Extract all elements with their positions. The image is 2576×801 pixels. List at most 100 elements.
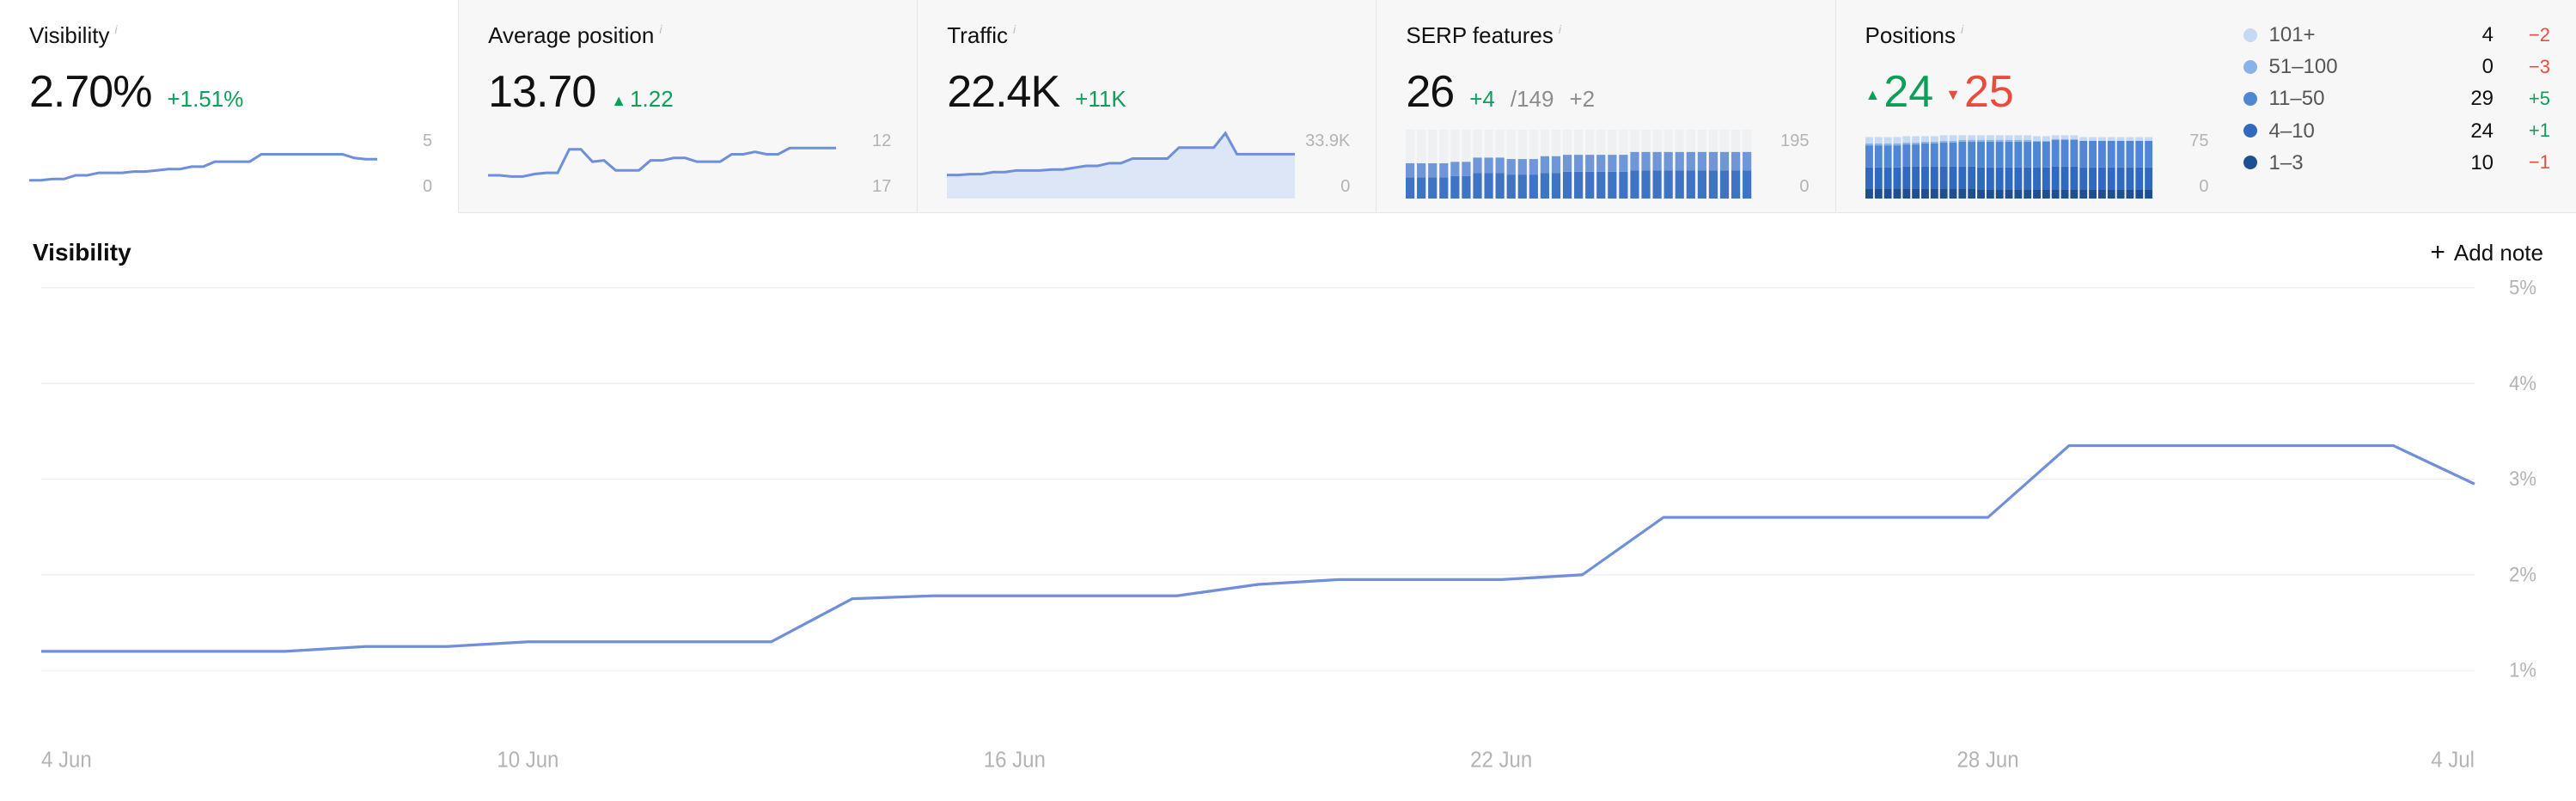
card-delta: 1.22 [611, 86, 673, 113]
chart-body: 1%2%3%4%5%4 Jun10 Jun16 Jun22 Jun28 Jun4… [33, 278, 2543, 784]
legend-dot-icon [2243, 60, 2257, 74]
spark-axis-top: 5 [423, 131, 432, 151]
info-icon[interactable]: i [1961, 22, 1963, 36]
info-icon[interactable]: i [114, 22, 117, 36]
svg-text:1%: 1% [2509, 658, 2536, 682]
legend-range: 1–3 [2269, 147, 2439, 179]
card-value: 26 [1406, 66, 1454, 118]
info-icon[interactable]: i [659, 22, 662, 36]
legend-delta: +5 [2506, 84, 2550, 113]
card-title: Traffic i [947, 22, 1350, 49]
plus-icon: + [2430, 240, 2445, 266]
svg-text:10 Jun: 10 Jun [497, 747, 559, 772]
card-value: 22.4K [947, 66, 1059, 118]
legend-dot-icon [2243, 28, 2257, 42]
card-value-row: 13.70 1.22 [488, 66, 891, 118]
spark-axis-bottom: 0 [1799, 177, 1809, 197]
legend-delta: −3 [2506, 52, 2550, 82]
card-positions[interactable]: Positions i 24 25 75 0 10 [1836, 0, 2576, 213]
svg-text:5%: 5% [2509, 278, 2536, 299]
card-title: SERP features i [1406, 22, 1809, 49]
card-value: 2.70% [29, 66, 151, 118]
chart-header: Visibility + Add note [33, 239, 2543, 266]
svg-text:4 Jul: 4 Jul [2431, 747, 2475, 772]
card-title-text: Positions [1865, 22, 1956, 49]
card-title-text: Visibility [29, 22, 109, 49]
spark-axis-top: 75 [2189, 131, 2208, 151]
card-delta-primary: +4 [1469, 86, 1495, 113]
chart-title: Visibility [33, 239, 131, 266]
legend-count: 4 [2451, 19, 2494, 51]
legend-dot-icon [2243, 124, 2257, 138]
legend-delta: +1 [2506, 116, 2550, 145]
metric-cards-row: Visibility i 2.70% +1.51% 5 0 Average po… [0, 0, 2576, 213]
positions-body: Positions i 24 25 75 0 10 [1865, 22, 2551, 199]
card-delta: +1.51% [167, 86, 243, 113]
positions-legend-row[interactable]: 101+ 4 −2 [2243, 19, 2551, 51]
card-value-row: 26 +4 /149 +2 [1406, 66, 1809, 118]
sparkline-visibility [29, 130, 377, 199]
add-note-label: Add note [2454, 240, 2543, 266]
spark-axis-bottom: 0 [423, 177, 432, 197]
sparkline-axis: 12 17 [843, 130, 891, 199]
sparkline-avg-position [488, 130, 836, 199]
card-title-text: Traffic [947, 22, 1008, 49]
triangle-up-icon [611, 92, 626, 110]
positions-value-row: 24 25 [1865, 66, 2209, 118]
sparkline-wrap: 5 0 [29, 130, 432, 199]
legend-delta: −1 [2506, 148, 2550, 177]
legend-count: 0 [2451, 51, 2494, 83]
card-visibility[interactable]: Visibility i 2.70% +1.51% 5 0 [0, 0, 459, 213]
spark-axis-top: 195 [1780, 131, 1809, 151]
dashboard: Visibility i 2.70% +1.51% 5 0 Average po… [0, 0, 2576, 801]
legend-dot-icon [2243, 92, 2257, 106]
sparkline-wrap: 12 17 [488, 130, 891, 199]
info-icon[interactable]: i [1013, 22, 1016, 36]
sparkline-wrap: 33.9K 0 [947, 130, 1350, 199]
svg-text:4%: 4% [2509, 371, 2536, 394]
card-title: Positions i [1865, 22, 2209, 49]
card-title-text: SERP features [1406, 22, 1554, 49]
chart-section: Visibility + Add note 1%2%3%4%5%4 Jun10 … [0, 213, 2576, 801]
card-title-text: Average position [488, 22, 654, 49]
spark-axis-bottom: 17 [872, 177, 891, 197]
legend-delta: −2 [2506, 21, 2550, 50]
triangle-up-icon [1865, 86, 1881, 104]
svg-text:2%: 2% [2509, 563, 2536, 586]
positions-down-value: 25 [1964, 67, 2014, 117]
card-delta-value: 1.22 [630, 86, 674, 112]
legend-range: 51–100 [2269, 51, 2439, 83]
card-total: /149 [1511, 86, 1554, 113]
legend-range: 11–50 [2269, 83, 2439, 114]
spark-axis-bottom: 0 [1340, 177, 1350, 197]
card-serp-features[interactable]: SERP features i 26 +4 /149 +2 195 0 [1377, 0, 1835, 213]
card-title: Average position i [488, 22, 891, 49]
legend-count: 24 [2451, 115, 2494, 147]
spark-axis-bottom: 0 [2199, 177, 2208, 197]
sparkline-axis: 195 0 [1761, 130, 1810, 199]
spark-axis-top: 33.9K [1305, 131, 1350, 151]
positions-legend-row[interactable]: 4–1024+1 [2243, 115, 2551, 147]
sparkline-axis: 33.9K 0 [1302, 130, 1350, 199]
card-delta-secondary: +2 [1569, 86, 1595, 113]
positions-legend-row[interactable]: 11–5029+5 [2243, 83, 2551, 114]
info-icon[interactable]: i [1559, 22, 1561, 36]
add-note-button[interactable]: + Add note [2430, 240, 2543, 266]
sparkline-wrap: 195 0 [1406, 130, 1809, 199]
card-delta: +11K [1075, 86, 1126, 113]
positions-legend: 101+4−251–1000−311–5029+54–1024+11–310−1 [2243, 19, 2551, 179]
positions-legend-row[interactable]: 51–100 0 −3 [2243, 51, 2551, 83]
card-traffic[interactable]: Traffic i 22.4K +11K 33.9K 0 [918, 0, 1377, 213]
card-value-row: 22.4K +11K [947, 66, 1350, 118]
legend-count: 10 [2451, 147, 2494, 179]
sparkline-axis: 75 0 [2161, 130, 2209, 199]
positions-up-value: 24 [1883, 67, 1933, 117]
sparkline-traffic [947, 130, 1295, 199]
positions-legend-row[interactable]: 1–3 10 −1 [2243, 147, 2551, 179]
svg-text:4 Jun: 4 Jun [41, 747, 92, 772]
legend-range: 101+ [2269, 19, 2439, 51]
spark-axis-top: 12 [872, 131, 891, 151]
sparkline-axis: 5 0 [384, 130, 432, 199]
sparkline-positions-stacked [1865, 130, 2154, 199]
card-avg-position[interactable]: Average position i 13.70 1.22 12 17 [459, 0, 918, 213]
